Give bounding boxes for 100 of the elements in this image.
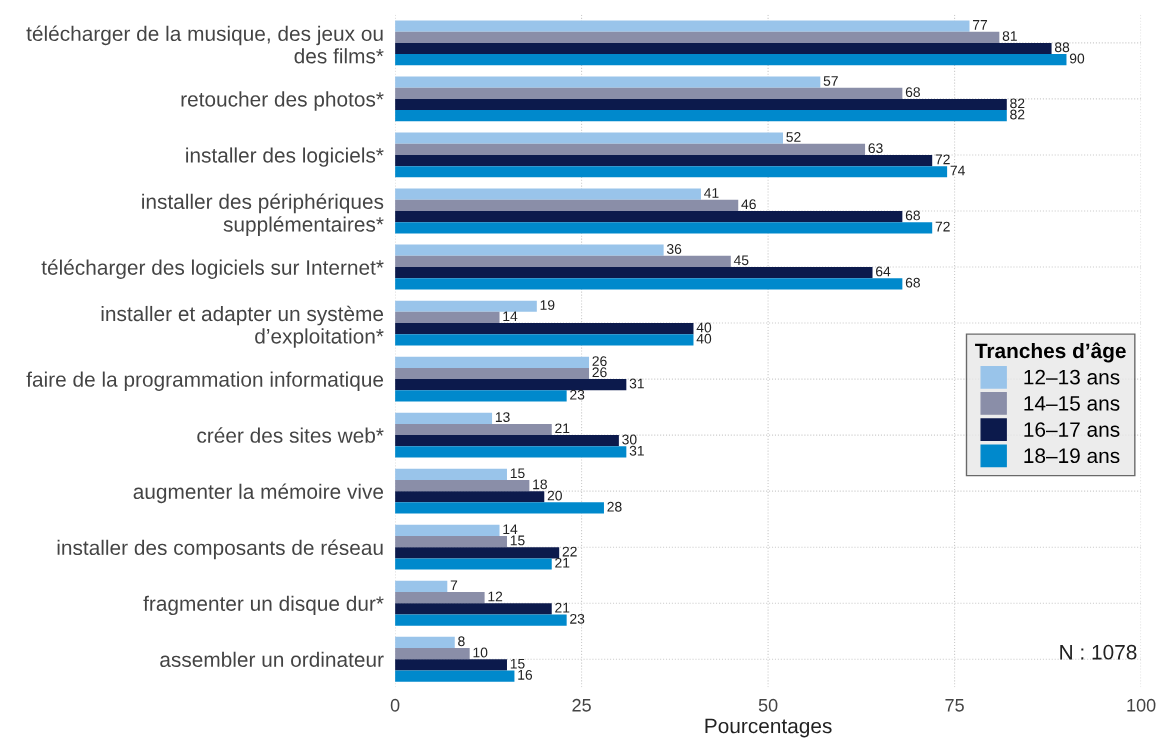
data-label: 88 — [1054, 42, 1070, 53]
bar — [395, 334, 694, 346]
bar — [395, 311, 500, 324]
data-label: 28 — [607, 501, 622, 512]
bar — [395, 20, 970, 32]
data-label: 16 — [518, 669, 533, 680]
data-label: 14 — [503, 524, 518, 534]
data-label: 21 — [555, 557, 570, 568]
bar — [395, 356, 590, 368]
bar — [395, 580, 448, 593]
data-label: 68 — [905, 87, 920, 98]
y-tick-label: télécharger des logiciels sur Internet* — [41, 259, 384, 280]
data-label: 77 — [972, 20, 988, 30]
bar — [395, 446, 627, 458]
bar — [395, 54, 1067, 66]
bar — [395, 110, 1007, 122]
data-label: 46 — [741, 199, 756, 210]
bar — [395, 31, 1000, 43]
y-tick-label: retoucher des photos* — [181, 91, 384, 111]
bar — [395, 592, 485, 604]
data-label: 81 — [1002, 31, 1017, 41]
bar — [395, 558, 552, 570]
bar — [395, 255, 731, 268]
legend-label: 18–19 ans — [1024, 448, 1120, 464]
bar — [395, 166, 948, 178]
y-tick-label: faire de la programmation informatique — [26, 371, 384, 391]
y-tick-label: fragmenter un disque dur* — [143, 595, 384, 616]
bar — [395, 435, 619, 447]
bar — [395, 659, 507, 671]
data-label: 15 — [510, 535, 525, 546]
data-label: 68 — [905, 210, 920, 221]
bar — [395, 323, 694, 335]
legend-label: 16–17 ans — [1024, 422, 1120, 437]
data-label: 13 — [495, 412, 510, 423]
bar — [395, 491, 545, 503]
x-tick-label: 25 — [572, 698, 591, 712]
x-tick-label: 75 — [945, 699, 964, 712]
data-label: 15 — [510, 658, 525, 669]
data-label: 19 — [540, 300, 555, 310]
data-label: 7 — [450, 580, 458, 590]
data-label: 20 — [547, 490, 562, 501]
bar — [395, 244, 664, 256]
bar — [395, 502, 604, 514]
bar — [395, 614, 567, 626]
y-tick-label: installer des périphériques supplémentaires* — [142, 193, 384, 236]
bar — [395, 524, 500, 536]
bar — [395, 98, 1007, 111]
bar — [395, 76, 821, 88]
bar — [395, 379, 627, 391]
data-label: 21 — [555, 602, 570, 613]
data-label: 41 — [704, 188, 719, 198]
bar — [395, 278, 903, 290]
annotation: N : 1078 — [1060, 644, 1137, 660]
y-tick-label: assembler un ordinateur — [160, 651, 384, 668]
bar — [395, 154, 933, 167]
bar — [395, 132, 783, 144]
bar — [395, 42, 1052, 55]
data-label: 64 — [876, 266, 891, 277]
data-label: 57 — [823, 76, 838, 86]
data-label: 26 — [592, 367, 607, 378]
data-label: 72 — [935, 221, 950, 232]
data-label: 72 — [935, 154, 950, 165]
data-label: 31 — [629, 378, 644, 389]
data-label: 68 — [905, 277, 920, 288]
data-label: 45 — [733, 255, 749, 266]
data-label: 90 — [1069, 53, 1085, 64]
data-label: 8 — [458, 636, 465, 647]
data-label: 26 — [592, 356, 607, 366]
data-label: 10 — [473, 647, 488, 658]
bar — [395, 143, 866, 155]
legend-label: 12–13 ans — [1024, 369, 1120, 385]
x-tick-label: 100 — [1127, 698, 1156, 712]
bar — [395, 412, 493, 424]
bar — [395, 222, 933, 234]
data-label: 82 — [1010, 98, 1025, 109]
y-tick-label: installer des composants de réseau — [57, 539, 383, 560]
data-label: 22 — [562, 546, 577, 557]
data-label: 21 — [555, 423, 570, 434]
y-tick-label: créer des sites web* — [197, 427, 384, 443]
bar — [395, 199, 739, 211]
data-label: 23 — [570, 389, 585, 400]
legend-label: 14–15 ans — [1024, 396, 1120, 411]
data-label: 40 — [696, 333, 712, 344]
x-tick-label: 0 — [390, 698, 400, 712]
bar — [395, 648, 470, 660]
bar — [395, 390, 567, 402]
y-tick-label: installer des logiciels* — [186, 147, 384, 167]
bar — [395, 87, 903, 99]
bar — [395, 300, 537, 312]
bar — [395, 636, 455, 649]
bar — [395, 267, 873, 279]
bar — [395, 670, 515, 682]
data-label: 15 — [510, 468, 525, 479]
data-label: 18 — [533, 479, 547, 490]
bar — [395, 188, 701, 200]
bar — [395, 535, 507, 548]
x-axis-title: Pourcentages — [705, 718, 832, 738]
bar — [395, 210, 903, 223]
y-tick-label: installer et adapter un système d’exploitation* — [101, 305, 384, 348]
data-label: 36 — [666, 244, 682, 254]
